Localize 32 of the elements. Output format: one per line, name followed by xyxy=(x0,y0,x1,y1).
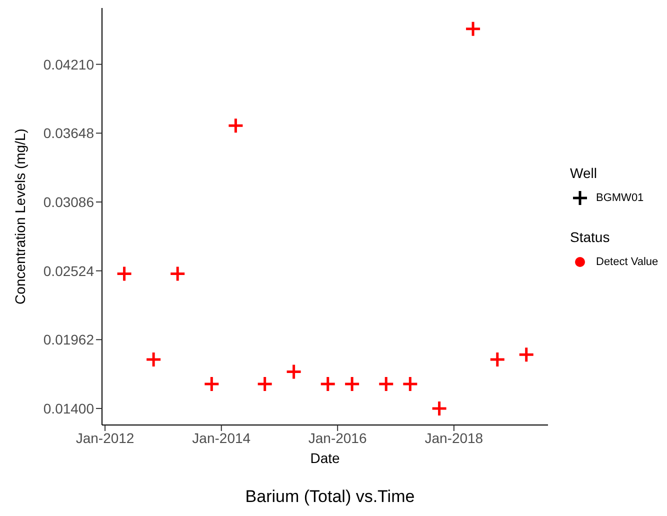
point xyxy=(286,363,302,380)
y-axis-title: Concentration Levels (mg/L) xyxy=(12,128,28,304)
text: Barium (Total) vs.Time xyxy=(244,487,416,507)
y-tick-label: 0.01962 xyxy=(43,332,94,348)
point xyxy=(203,376,220,392)
text: Detect Value xyxy=(596,256,658,268)
point xyxy=(431,400,448,417)
point xyxy=(489,351,506,368)
point xyxy=(116,266,133,282)
point xyxy=(378,376,394,392)
x-tick-label: Jan-2016 xyxy=(308,430,367,446)
point xyxy=(169,266,186,282)
y-tick-label: 0.03086 xyxy=(43,194,94,210)
x-tick-label: Jan-2012 xyxy=(76,430,134,446)
point xyxy=(145,351,162,368)
y-tick-label: 0.01400 xyxy=(43,400,94,416)
y-tick-label: 0.03648 xyxy=(43,125,94,142)
point xyxy=(227,117,244,134)
point xyxy=(402,376,418,392)
y-tick-label: 0.02524 xyxy=(43,262,94,279)
text: BGMW01 xyxy=(596,192,644,204)
point xyxy=(344,376,360,392)
legend-title: Well xyxy=(570,165,598,181)
point xyxy=(320,376,336,392)
x-tick-label: Jan-2018 xyxy=(424,430,484,446)
x-axis-title: Date xyxy=(310,450,340,466)
y-tick-label: 0.04210 xyxy=(43,56,94,72)
text: Status xyxy=(570,229,611,245)
point xyxy=(256,376,274,392)
x-tick-label: Jan-2014 xyxy=(192,430,251,446)
point xyxy=(464,20,482,38)
point xyxy=(518,346,535,363)
